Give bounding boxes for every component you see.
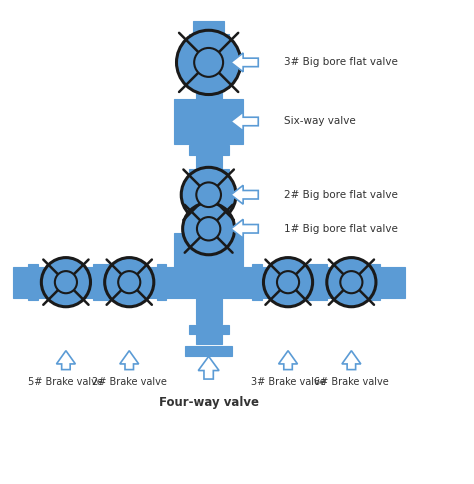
- Bar: [196, 27, 222, 261]
- Bar: [189, 79, 229, 89]
- Circle shape: [41, 257, 91, 307]
- Circle shape: [118, 271, 140, 293]
- Bar: [189, 169, 229, 178]
- Bar: [189, 325, 229, 334]
- Polygon shape: [342, 351, 361, 370]
- Bar: [93, 264, 102, 300]
- Text: Six-way valve: Six-way valve: [284, 117, 356, 126]
- Text: Four-way valve: Four-way valve: [159, 395, 259, 408]
- Bar: [189, 212, 229, 221]
- Text: 3# Brake valve: 3# Brake valve: [251, 377, 326, 387]
- Text: 6# Brake valve: 6# Brake valve: [314, 377, 389, 387]
- Circle shape: [264, 257, 313, 307]
- Circle shape: [327, 257, 376, 307]
- Circle shape: [55, 271, 77, 293]
- Bar: [189, 232, 229, 241]
- Polygon shape: [231, 53, 258, 72]
- Circle shape: [105, 257, 154, 307]
- Circle shape: [194, 48, 223, 77]
- Circle shape: [277, 271, 299, 293]
- Text: 2# Big bore flat valve: 2# Big bore flat valve: [284, 190, 398, 200]
- Text: 2# Brake valve: 2# Brake valve: [92, 377, 167, 387]
- Bar: [174, 99, 243, 144]
- Polygon shape: [120, 351, 139, 370]
- Circle shape: [176, 30, 241, 94]
- Polygon shape: [198, 356, 219, 379]
- Bar: [308, 264, 318, 300]
- Bar: [174, 232, 243, 280]
- Bar: [12, 267, 405, 298]
- Polygon shape: [279, 351, 298, 370]
- Circle shape: [196, 182, 221, 207]
- Text: 5# Brake valve: 5# Brake valve: [28, 377, 103, 387]
- Text: 1# Big bore flat valve: 1# Big bore flat valve: [284, 224, 398, 234]
- Bar: [185, 346, 232, 356]
- Circle shape: [340, 271, 363, 293]
- Text: 3# Big bore flat valve: 3# Big bore flat valve: [284, 58, 398, 67]
- Bar: [193, 21, 224, 33]
- Polygon shape: [231, 112, 258, 131]
- Bar: [102, 264, 112, 300]
- Circle shape: [197, 217, 220, 241]
- Bar: [252, 264, 262, 300]
- Circle shape: [181, 167, 236, 222]
- Polygon shape: [231, 185, 258, 204]
- Bar: [318, 264, 327, 300]
- Bar: [196, 334, 222, 344]
- Polygon shape: [231, 219, 258, 238]
- Bar: [28, 264, 37, 300]
- Bar: [371, 264, 380, 300]
- Circle shape: [182, 203, 235, 255]
- Bar: [189, 34, 229, 44]
- Polygon shape: [56, 351, 75, 370]
- Bar: [156, 264, 166, 300]
- Bar: [189, 145, 229, 154]
- Bar: [196, 298, 222, 323]
